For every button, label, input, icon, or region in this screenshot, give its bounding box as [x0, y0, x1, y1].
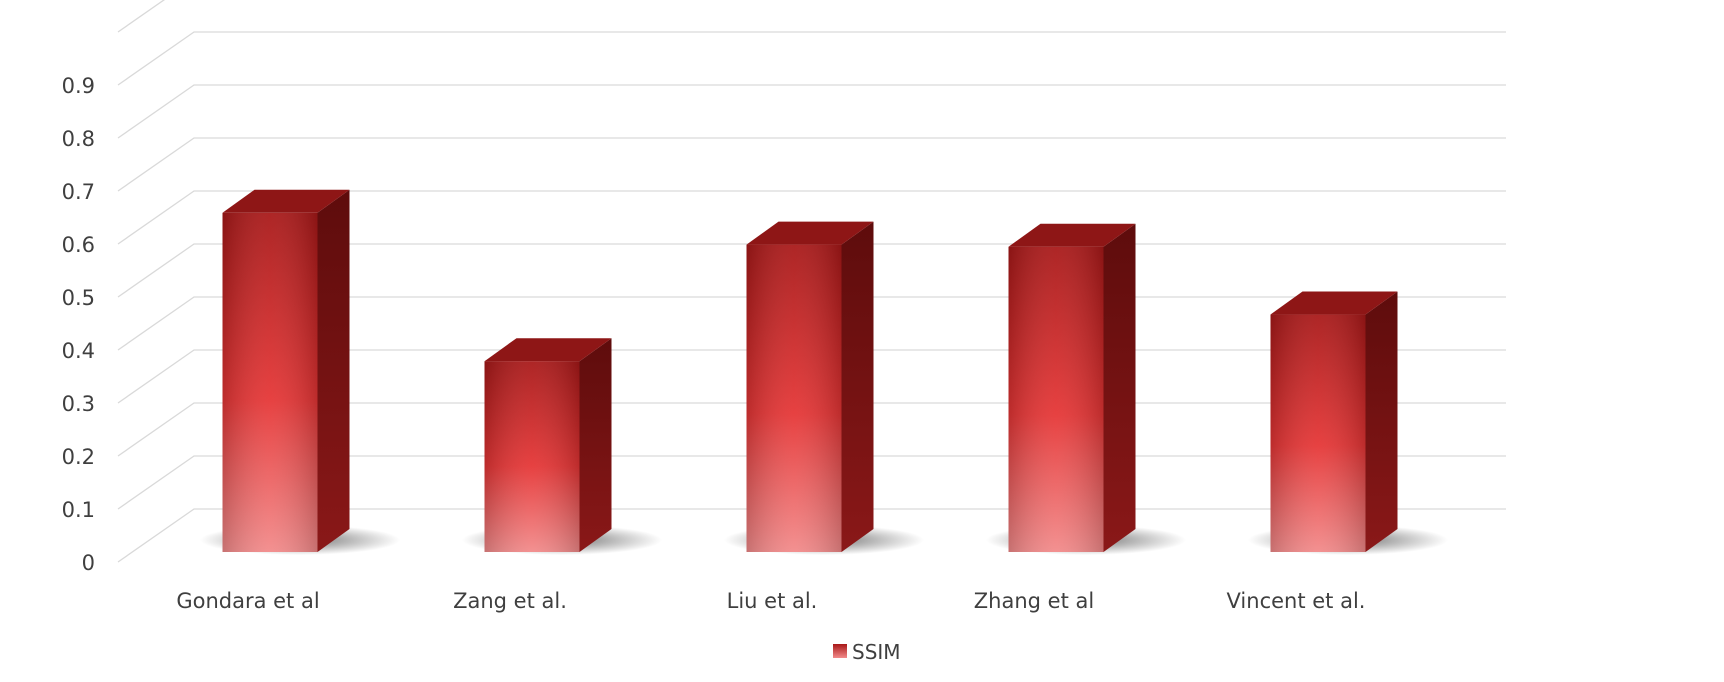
y-tick-label: 0.9	[62, 74, 95, 98]
legend-label-ssim: SSIM	[852, 640, 901, 664]
y-tick-label: 0.3	[62, 392, 95, 416]
bar-side	[842, 222, 874, 552]
y-tick-label: 0.4	[62, 339, 95, 363]
bar-front-shade	[1271, 315, 1366, 552]
x-category-label: Zhang et al	[974, 589, 1094, 613]
gridline	[118, 138, 1506, 191]
gridline	[118, 85, 1506, 138]
bar-side	[318, 190, 350, 552]
bar-front-shade	[1009, 247, 1104, 552]
bar-front-shade	[223, 213, 318, 552]
x-axis-category-labels: Gondara et al Zang et al. Liu et al. Zhang …	[176, 589, 1365, 613]
y-tick-label: 0.5	[62, 286, 95, 310]
bar-side	[580, 338, 612, 552]
bar-side	[1366, 292, 1398, 552]
gridline	[118, 32, 1506, 85]
y-tick-label: 0.1	[62, 498, 95, 522]
y-tick-label: 0	[82, 551, 95, 575]
bar-front-shade	[485, 361, 580, 552]
x-category-label: Liu et al.	[727, 589, 818, 613]
y-tick-label: 0.8	[62, 127, 95, 151]
y-tick-label: 0.6	[62, 233, 95, 257]
x-category-label: Zang et al.	[453, 589, 567, 613]
bar	[462, 338, 662, 555]
bar-side	[1104, 224, 1136, 552]
y-tick-label: 0.2	[62, 445, 95, 469]
x-category-label: Gondara et al	[176, 589, 319, 613]
bar	[724, 222, 924, 555]
legend-swatch-ssim	[833, 644, 847, 658]
bar-front-shade	[747, 245, 842, 552]
x-category-label: Vincent et al.	[1227, 589, 1366, 613]
y-axis-tick-labels: 0 0.1 0.2 0.3 0.4 0.5 0.6 0.7 0.8 0.9	[62, 74, 95, 575]
bar	[986, 224, 1186, 555]
bar	[1248, 292, 1448, 555]
gridline	[118, 0, 1506, 32]
legend: SSIM	[833, 640, 901, 664]
y-tick-label: 0.7	[62, 180, 95, 204]
